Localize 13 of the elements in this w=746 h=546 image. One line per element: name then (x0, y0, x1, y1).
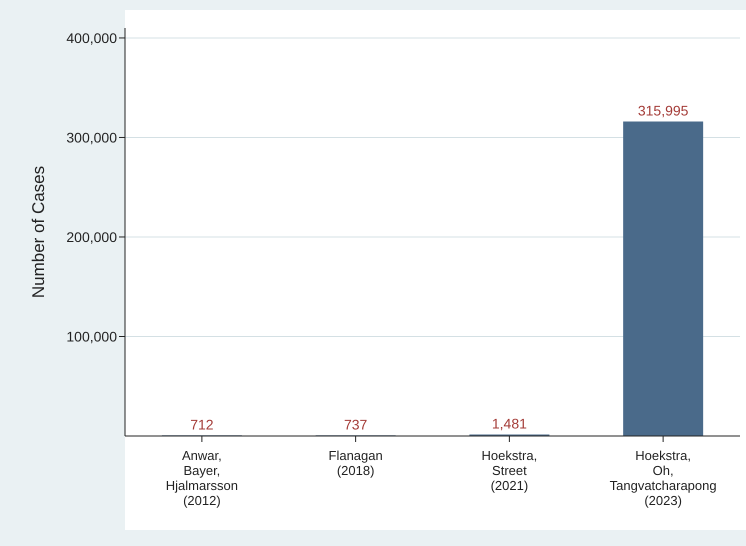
y-tick-label: 100,000 (66, 328, 118, 344)
y-axis-title: Number of Cases (29, 166, 48, 298)
y-tick-label: 200,000 (66, 228, 118, 245)
x-tick-label: Hoekstra, Oh, Tangvatcharapong (2023) (610, 448, 717, 508)
data-label: 737 (344, 416, 368, 432)
data-label: 712 (190, 416, 214, 432)
y-tick-label: 300,000 (66, 129, 118, 146)
data-label: 1,481 (492, 416, 528, 432)
y-tick-label: 400,000 (66, 30, 118, 46)
data-label: 315,995 (638, 102, 689, 119)
x-tick-label: Flanagan (2018) (328, 448, 383, 478)
x-tick-label: Hoekstra, Street (2021) (482, 448, 538, 493)
x-tick-label: Anwar, Bayer, Hjalmarsson (2012) (166, 448, 238, 508)
